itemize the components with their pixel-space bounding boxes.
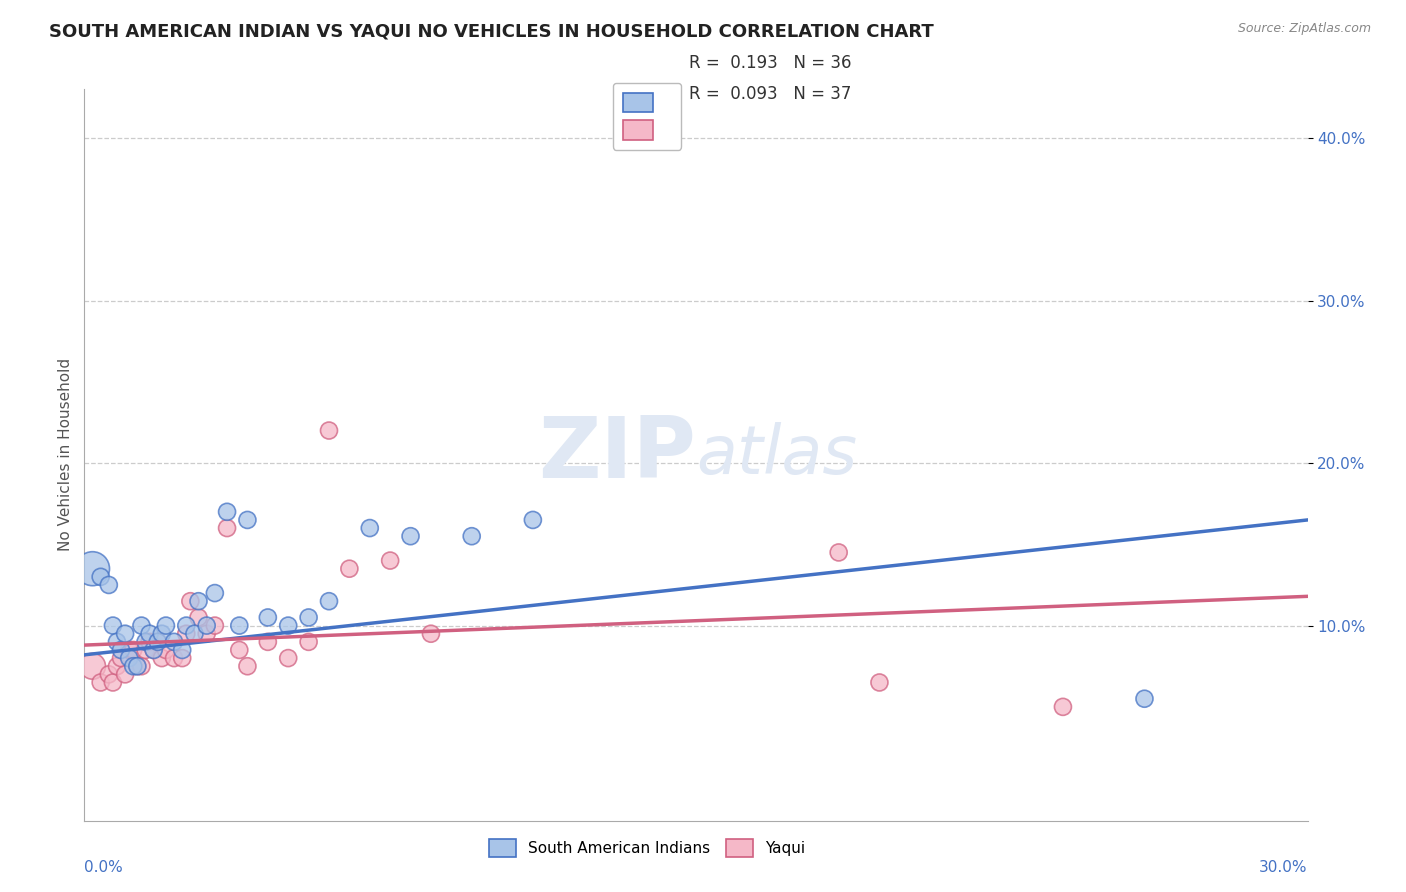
- Point: [1133, 691, 1156, 706]
- Point: [138, 626, 160, 640]
- Point: [114, 667, 136, 681]
- Point: [155, 618, 177, 632]
- Point: [187, 610, 209, 624]
- Point: [172, 643, 194, 657]
- Text: SOUTH AMERICAN INDIAN VS YAQUI NO VEHICLES IN HOUSEHOLD CORRELATION CHART: SOUTH AMERICAN INDIAN VS YAQUI NO VEHICL…: [49, 22, 934, 40]
- Point: [135, 643, 157, 657]
- Point: [359, 521, 381, 535]
- Point: [172, 651, 194, 665]
- Point: [82, 562, 104, 576]
- Point: [380, 553, 402, 567]
- Point: [236, 659, 259, 673]
- Point: [122, 643, 145, 657]
- Point: [236, 513, 259, 527]
- Point: [318, 424, 340, 438]
- Point: [110, 651, 132, 665]
- Point: [163, 635, 186, 649]
- Point: [131, 659, 153, 673]
- Point: [195, 618, 218, 632]
- Point: [183, 626, 205, 640]
- Point: [101, 675, 124, 690]
- Point: [90, 675, 112, 690]
- Point: [277, 651, 299, 665]
- Point: [163, 651, 186, 665]
- Point: [179, 594, 201, 608]
- Point: [142, 643, 165, 657]
- Point: [155, 643, 177, 657]
- Point: [97, 578, 120, 592]
- Text: R =  0.193   N = 36: R = 0.193 N = 36: [689, 54, 851, 72]
- Point: [228, 618, 250, 632]
- Point: [399, 529, 422, 543]
- Point: [150, 651, 173, 665]
- Point: [135, 635, 157, 649]
- Point: [138, 635, 160, 649]
- Point: [174, 626, 197, 640]
- Text: 0.0%: 0.0%: [84, 860, 124, 874]
- Point: [195, 626, 218, 640]
- Point: [257, 635, 280, 649]
- Point: [101, 618, 124, 632]
- Point: [131, 618, 153, 632]
- Point: [257, 610, 280, 624]
- Point: [127, 659, 149, 673]
- Point: [122, 659, 145, 673]
- Point: [105, 659, 128, 673]
- Point: [228, 643, 250, 657]
- Point: [318, 594, 340, 608]
- Point: [146, 635, 169, 649]
- Text: R =  0.093   N = 37: R = 0.093 N = 37: [689, 85, 851, 103]
- Point: [828, 545, 851, 559]
- Text: atlas: atlas: [696, 422, 858, 488]
- Text: 30.0%: 30.0%: [1260, 860, 1308, 874]
- Text: ZIP: ZIP: [538, 413, 696, 497]
- Point: [174, 618, 197, 632]
- Point: [90, 570, 112, 584]
- Point: [1052, 699, 1074, 714]
- Point: [420, 626, 443, 640]
- Point: [522, 513, 544, 527]
- Y-axis label: No Vehicles in Household: No Vehicles in Household: [58, 359, 73, 551]
- Point: [339, 562, 361, 576]
- Point: [204, 586, 226, 600]
- Legend: South American Indians, Yaqui: South American Indians, Yaqui: [481, 831, 813, 864]
- Point: [114, 626, 136, 640]
- Point: [217, 505, 239, 519]
- Text: Source: ZipAtlas.com: Source: ZipAtlas.com: [1237, 22, 1371, 36]
- Point: [869, 675, 891, 690]
- Point: [127, 659, 149, 673]
- Point: [118, 651, 141, 665]
- Point: [97, 667, 120, 681]
- Point: [142, 643, 165, 657]
- Point: [461, 529, 484, 543]
- Point: [298, 610, 321, 624]
- Point: [150, 626, 173, 640]
- Point: [217, 521, 239, 535]
- Point: [110, 643, 132, 657]
- Point: [105, 635, 128, 649]
- Point: [277, 618, 299, 632]
- Point: [118, 643, 141, 657]
- Point: [298, 635, 321, 649]
- Point: [187, 594, 209, 608]
- Point: [82, 659, 104, 673]
- Point: [146, 635, 169, 649]
- Point: [204, 618, 226, 632]
